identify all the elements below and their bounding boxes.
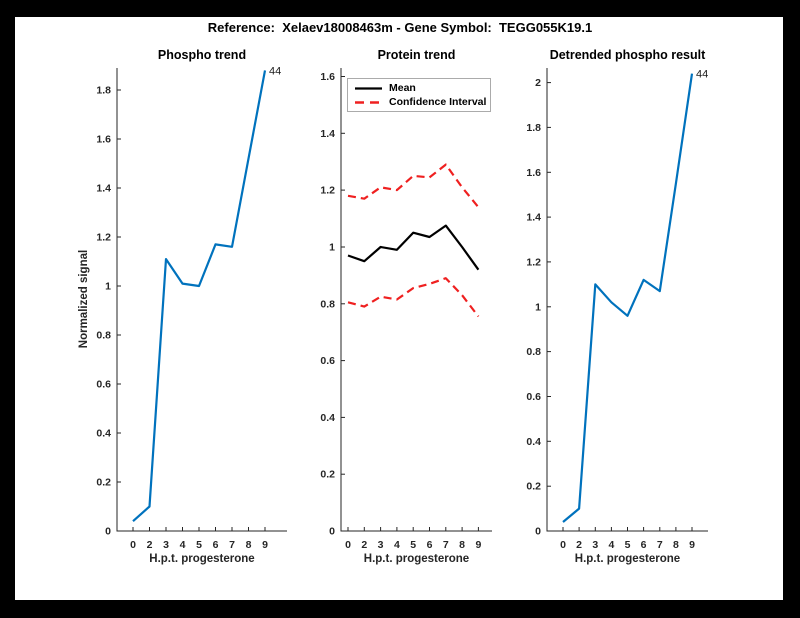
y-tick-label: 1.2 xyxy=(526,256,541,268)
x-tick-label: 2 xyxy=(147,539,153,551)
y-tick-label: 1.8 xyxy=(96,85,111,97)
x-tick-label: 8 xyxy=(459,539,465,551)
legend-box: Mean Confidence Interval xyxy=(347,78,491,112)
x-tick-label: 7 xyxy=(443,539,449,551)
confidence-interval-line-icon xyxy=(355,100,382,104)
y-tick-label: 0.8 xyxy=(96,330,111,342)
series-line-protein xyxy=(347,277,480,318)
legend-item-confidence-interval: Confidence Interval xyxy=(355,95,490,109)
x-tick-label: 0 xyxy=(130,539,136,551)
y-tick-label: 1.4 xyxy=(526,212,541,224)
chart-title-detrended: Detrended phospho result xyxy=(549,48,706,62)
axes-lines xyxy=(340,68,492,532)
figure-title: Reference: Xelaev18008463m - Gene Symbol… xyxy=(207,20,593,35)
y-tick-label: 1.4 xyxy=(96,183,111,195)
endpoint-annotation: 44 xyxy=(696,69,708,81)
chart-protein: 00.20.40.60.811.21.41.60 2 3 4 5 6 7 8 9 xyxy=(320,68,492,551)
chart-detrended: 00.20.40.60.811.21.41.61.820 2 3 4 5 6 7 8 944 xyxy=(526,68,708,551)
series-line-detrended xyxy=(562,73,694,523)
x-tick-label: 4 xyxy=(180,539,186,551)
x-tick-label: 9 xyxy=(475,539,481,551)
endpoint-annotation: 44 xyxy=(269,65,281,77)
y-tick-label: 0.6 xyxy=(526,391,541,403)
figure-background xyxy=(15,17,783,600)
chart-title-phospho: Phospho trend xyxy=(157,48,247,62)
axes-lines xyxy=(546,68,708,532)
x-tick-label: 5 xyxy=(410,539,416,551)
x-tick-label: 6 xyxy=(641,539,647,551)
y-tick-label: 1.6 xyxy=(526,167,541,179)
x-tick-label: 5 xyxy=(196,539,202,551)
axes-lines xyxy=(116,68,287,532)
x-tick-label: 8 xyxy=(673,539,679,551)
y-tick-label: 1 xyxy=(535,301,541,313)
y-tick-label: 2 xyxy=(535,77,541,89)
x-tick-label: 3 xyxy=(378,539,384,551)
y-tick-label: 0.2 xyxy=(96,477,111,489)
y-tick-label: 0.6 xyxy=(320,355,335,367)
y-tick-label: 0.4 xyxy=(320,412,335,424)
x-tick-label: 4 xyxy=(394,539,400,551)
x-tick-label: 3 xyxy=(592,539,598,551)
x-tick-label: 6 xyxy=(427,539,433,551)
x-tick-label: 3 xyxy=(163,539,169,551)
y-tick-label: 0 xyxy=(535,526,541,538)
y-tick-label: 0.2 xyxy=(526,481,541,493)
x-tick-label: 9 xyxy=(262,539,268,551)
legend-item-mean: Mean xyxy=(355,81,490,95)
y-tick-label: 1.8 xyxy=(526,122,541,134)
series-line-protein xyxy=(347,224,480,271)
legend-label-confidence-interval: Confidence Interval xyxy=(389,96,487,108)
y-tick-label: 0.2 xyxy=(320,469,335,481)
y-tick-label: 0.6 xyxy=(96,379,111,391)
x-axis-label-detrended: H.p.t. progesterone xyxy=(574,553,681,565)
x-tick-label: 5 xyxy=(625,539,631,551)
y-tick-label: 1.6 xyxy=(320,71,335,83)
x-tick-label: 4 xyxy=(608,539,614,551)
y-tick-label: 1 xyxy=(329,242,335,254)
x-tick-label: 9 xyxy=(689,539,695,551)
x-tick-label: 2 xyxy=(361,539,367,551)
x-tick-label: 8 xyxy=(246,539,252,551)
y-tick-label: 1.6 xyxy=(96,134,111,146)
y-tick-label: 1.2 xyxy=(320,185,335,197)
y-tick-label: 0.4 xyxy=(96,428,111,440)
y-tick-label: 0.4 xyxy=(526,436,541,448)
x-axis-label-protein: H.p.t. progesterone xyxy=(363,553,470,565)
x-tick-label: 6 xyxy=(213,539,219,551)
x-tick-label: 0 xyxy=(345,539,351,551)
y-tick-label: 1.2 xyxy=(96,232,111,244)
y-tick-label: 1.4 xyxy=(320,128,335,140)
y-tick-label: 0.8 xyxy=(526,346,541,358)
series-line-phospho xyxy=(132,70,267,523)
y-tick-label: 1 xyxy=(105,281,111,293)
series-line-protein xyxy=(347,163,480,208)
x-tick-label: 7 xyxy=(229,539,235,551)
x-axis-label-phospho: H.p.t. progesterone xyxy=(149,553,255,565)
y-tick-label: 0 xyxy=(105,526,111,538)
chart-phospho: 00.20.40.60.811.21.41.61.80 2 3 4 5 6 7 8 944 xyxy=(96,65,287,551)
x-tick-label: 0 xyxy=(560,539,566,551)
mean-line-icon xyxy=(355,86,382,90)
chart-title-protein: Protein trend xyxy=(377,48,456,62)
y-tick-label: 0.8 xyxy=(320,298,335,310)
y-tick-label: 0 xyxy=(329,526,335,538)
x-tick-label: 2 xyxy=(576,539,582,551)
legend-label-mean: Mean xyxy=(389,82,416,94)
x-tick-label: 7 xyxy=(657,539,663,551)
